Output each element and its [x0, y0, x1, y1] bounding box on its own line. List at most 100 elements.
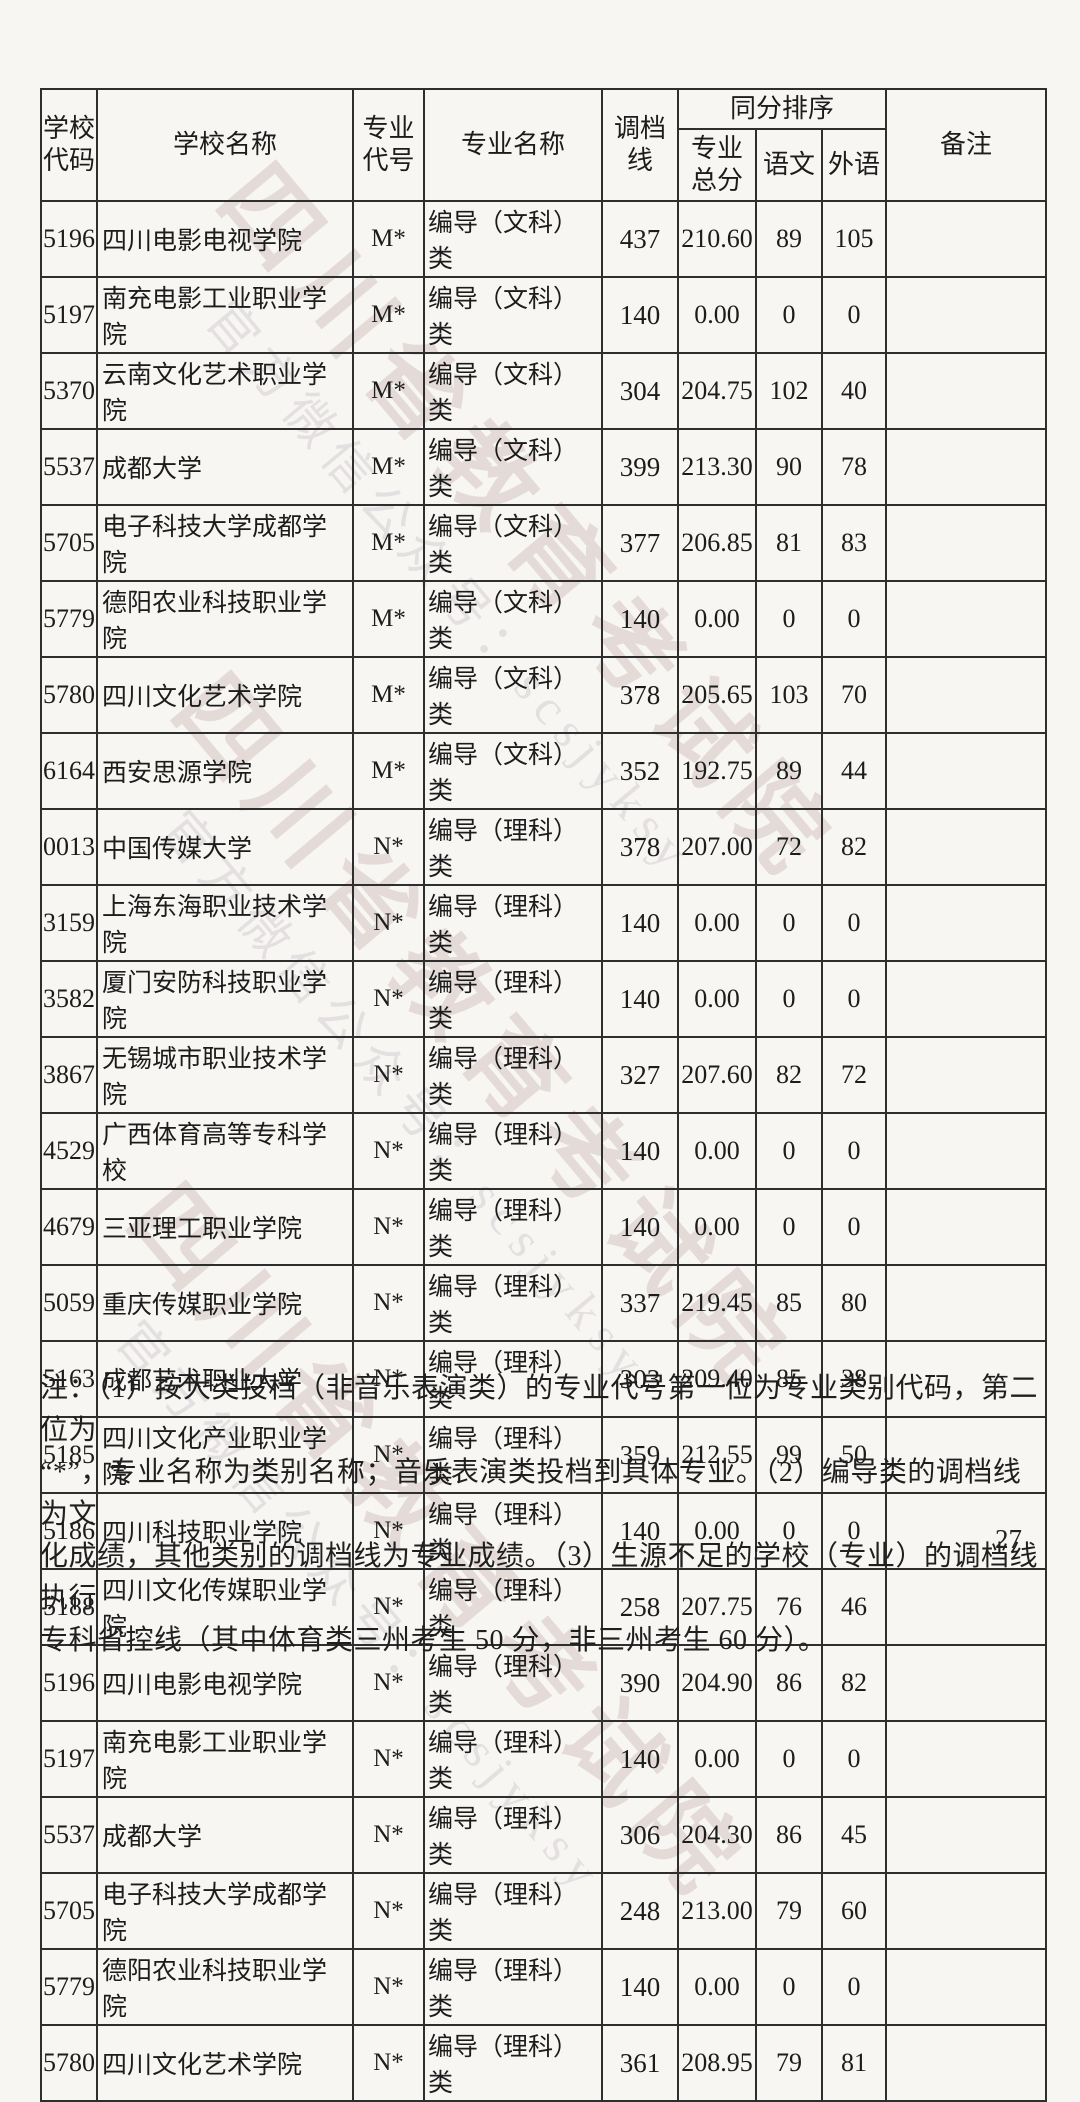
cell-major-total: 0.00: [677, 1492, 757, 1570]
cell-cutoff-line: 327: [601, 1036, 679, 1114]
cell-school-name: 四川文化艺术学院: [96, 656, 354, 734]
cell-foreign-score: 0: [820, 960, 888, 1038]
table-row: 4529 广西体育高等专科学校 N* 编导（理科）类 140 0.00 0 0: [40, 1112, 1048, 1190]
cell-cutoff-line: 303: [601, 1340, 679, 1418]
cell-school-name: 中国传媒大学: [96, 808, 354, 886]
cell-cutoff-line: 378: [601, 808, 679, 886]
header-remarks: 备注: [885, 88, 1048, 202]
cell-cutoff-line: 352: [601, 732, 679, 810]
cell-school-name: 西安思源学院: [96, 732, 354, 810]
cell-foreign-score: 40: [820, 352, 888, 430]
cell-remark: [885, 276, 1048, 354]
cell-major-code: M*: [352, 276, 425, 354]
cell-chinese-score: 0: [755, 1948, 823, 2026]
cell-remark: [885, 2024, 1048, 2102]
cell-major-name: 编导（理科）类: [423, 884, 603, 962]
cell-chinese-score: 0: [755, 276, 823, 354]
cell-chinese-score: 79: [755, 1872, 823, 1950]
cell-major-name: 编导（理科）类: [423, 2024, 603, 2102]
footnote-line: “*”，专业名称为类别名称；音乐表演类投档到具体专业。（2）编导类的调档线为文: [40, 1457, 1022, 1530]
table-row: 5370 云南文化艺术职业学院 M* 编导（文科）类 304 204.75 102 40: [40, 352, 1048, 430]
cell-cutoff-line: 140: [601, 1188, 679, 1266]
cell-foreign-score: 50: [820, 1416, 888, 1494]
cell-school-name: 成都艺术职业大学: [96, 1340, 354, 1418]
cell-major-total: 213.30: [677, 428, 757, 506]
cell-major-code: N*: [352, 1492, 425, 1570]
table-row: 5780 四川文化艺术学院 M* 编导（文科）类 378 205.65 103 70: [40, 656, 1048, 734]
cell-cutoff-line: 140: [601, 276, 679, 354]
cell-school-code: 5370: [40, 352, 98, 430]
cell-foreign-score: 0: [820, 1720, 888, 1798]
header-major-name: 专业名称: [423, 88, 603, 202]
cell-cutoff-line: 437: [601, 200, 679, 278]
cell-major-total: 207.60: [677, 1036, 757, 1114]
cell-chinese-score: 81: [755, 504, 823, 582]
cell-school-name: 云南文化艺术职业学院: [96, 352, 354, 430]
header-school-code: 学校代码: [40, 88, 98, 202]
table-row: 5197 南充电影工业职业学院 M* 编导（文科）类 140 0.00 0 0: [40, 276, 1048, 354]
table-body: 5196 四川电影电视学院 M* 编导（文科）类 437 210.60 89 105 5197 南…: [40, 200, 1048, 2102]
cell-foreign-score: 105: [820, 200, 888, 278]
cell-school-code: 5537: [40, 1796, 98, 1874]
cell-major-name: 编导（理科）类: [423, 1872, 603, 1950]
cell-chinese-score: 79: [755, 2024, 823, 2102]
cell-school-code: 4529: [40, 1112, 98, 1190]
table-row: 3159 上海东海职业技术学院 N* 编导（理科）类 140 0.00 0 0: [40, 884, 1048, 962]
cell-major-code: M*: [352, 504, 425, 582]
cell-remark: [885, 808, 1048, 886]
cell-cutoff-line: 337: [601, 1264, 679, 1342]
cell-cutoff-line: 140: [601, 1720, 679, 1798]
cell-chinese-score: 0: [755, 1188, 823, 1266]
cell-school-code: 5780: [40, 656, 98, 734]
cell-major-name: 编导（理科）类: [423, 1112, 603, 1190]
cell-major-code: M*: [352, 352, 425, 430]
cell-major-name: 编导（理科）类: [423, 1720, 603, 1798]
cell-school-name: 厦门安防科技职业学院: [96, 960, 354, 1038]
cell-chinese-score: 86: [755, 1796, 823, 1874]
cell-major-name: 编导（文科）类: [423, 352, 603, 430]
cell-remark: [885, 1036, 1048, 1114]
cell-major-total: 0.00: [677, 960, 757, 1038]
cell-school-code: 4679: [40, 1188, 98, 1266]
cell-remark: [885, 960, 1048, 1038]
table-row: 5196 四川电影电视学院 M* 编导（文科）类 437 210.60 89 105: [40, 200, 1048, 278]
cell-major-total: 0.00: [677, 1948, 757, 2026]
cell-major-code: N*: [352, 1112, 425, 1190]
cell-chinese-score: 85: [755, 1264, 823, 1342]
cell-school-code: 5197: [40, 276, 98, 354]
header-major-total: 专业总分: [677, 128, 757, 202]
cell-major-total: 0.00: [677, 1188, 757, 1266]
cell-school-name: 重庆传媒职业学院: [96, 1264, 354, 1342]
cell-school-name: 四川文化艺术学院: [96, 2024, 354, 2102]
cell-chinese-score: 102: [755, 352, 823, 430]
table-row: 5186 四川科技职业学院 N* 编导（理科）类 140 0.00 0 0: [40, 1492, 1048, 1570]
footnote-line: 注：（1）按大类投档（非音乐表演类）的专业代号第一位为专业类别代码，第二位为: [40, 1373, 1039, 1446]
cell-major-total: 213.00: [677, 1872, 757, 1950]
table-row: 5779 德阳农业科技职业学院 N* 编导（理科）类 140 0.00 0 0: [40, 1948, 1048, 2026]
page-number: 27: [995, 1524, 1022, 1554]
cell-chinese-score: 90: [755, 428, 823, 506]
cell-school-name: 电子科技大学成都学院: [96, 1872, 354, 1950]
cell-major-code: N*: [352, 960, 425, 1038]
cell-major-total: 205.65: [677, 656, 757, 734]
cell-major-total: 192.75: [677, 732, 757, 810]
cell-foreign-score: 0: [820, 1492, 888, 1570]
cell-cutoff-line: 304: [601, 352, 679, 430]
cell-school-name: 德阳农业科技职业学院: [96, 1948, 354, 2026]
cell-chinese-score: 85: [755, 1340, 823, 1418]
cell-major-total: 208.95: [677, 2024, 757, 2102]
cell-school-name: 四川文化产业职业学院: [96, 1416, 354, 1494]
cell-chinese-score: 89: [755, 200, 823, 278]
cell-cutoff-line: 140: [601, 580, 679, 658]
cell-foreign-score: 70: [820, 656, 888, 734]
cell-cutoff-line: 140: [601, 1112, 679, 1190]
cell-school-code: 5185: [40, 1416, 98, 1494]
cell-school-name: 成都大学: [96, 428, 354, 506]
cell-major-total: 204.75: [677, 352, 757, 430]
cell-cutoff-line: 248: [601, 1872, 679, 1950]
cell-major-code: N*: [352, 884, 425, 962]
cell-major-name: 编导（理科）类: [423, 1416, 603, 1494]
cell-foreign-score: 72: [820, 1036, 888, 1114]
cell-school-code: 3159: [40, 884, 98, 962]
table-row: 5537 成都大学 M* 编导（文科）类 399 213.30 90 78: [40, 428, 1048, 506]
